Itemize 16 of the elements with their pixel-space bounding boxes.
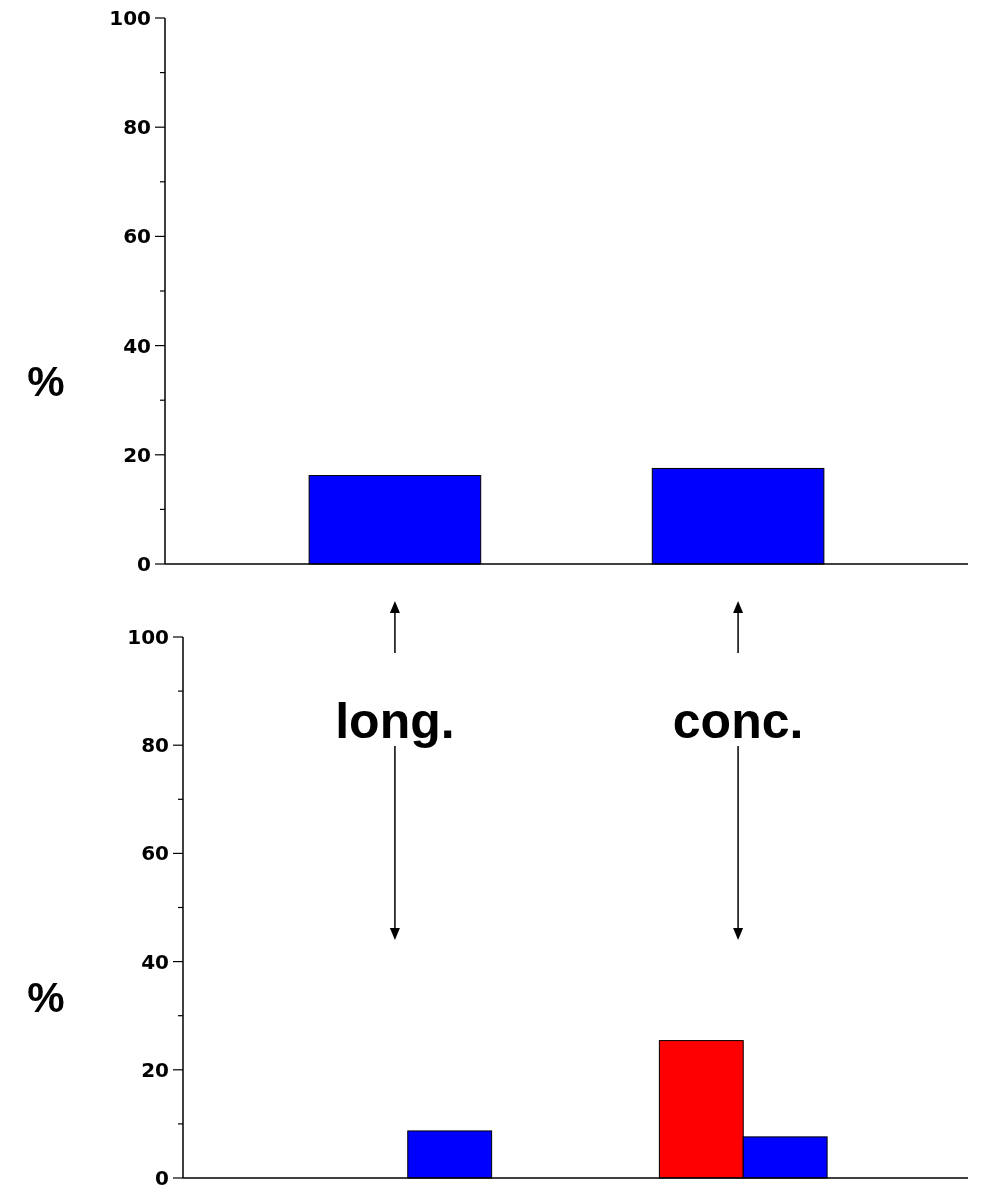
y-tick-label: 60 [141,841,169,866]
y-tick-label: 40 [141,949,169,974]
y-tick-label: 80 [123,115,151,140]
y-tick-label: 0 [155,1166,169,1190]
y-tick-label: 40 [123,333,151,358]
y-tick-label: 80 [141,733,169,758]
y-tick-label: 20 [123,442,151,467]
y-axis-title: % [27,357,65,405]
y-tick-label: 60 [123,224,151,249]
y-tick-label: 0 [137,552,151,576]
y-tick-label: 20 [141,1057,169,1082]
y-axis-title: % [27,974,65,1022]
x-tick-label: conc. [672,692,804,749]
x-tick-label: long. [335,692,455,749]
y-tick-label: 100 [109,6,151,30]
y-tick-label: 100 [127,625,169,649]
